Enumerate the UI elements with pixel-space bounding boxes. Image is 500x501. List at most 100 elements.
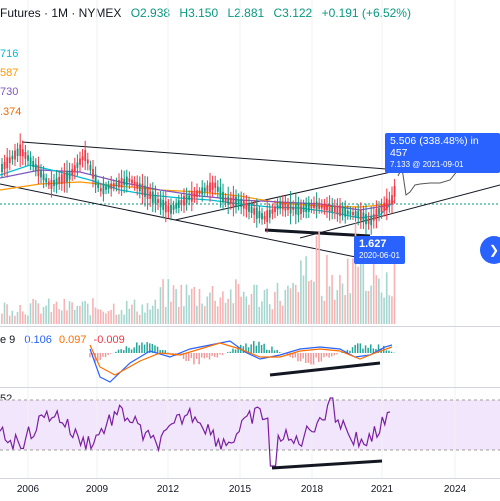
- candle-body: [269, 210, 271, 218]
- volume-bar: [9, 316, 11, 324]
- candle-body: [305, 204, 307, 212]
- candle-body: [61, 174, 63, 184]
- macd-histogram-bar: [250, 344, 252, 353]
- scroll-right-button[interactable]: ❯: [480, 236, 500, 264]
- volume-bar: [324, 301, 326, 324]
- candle-body: [277, 205, 279, 210]
- volume-bar: [326, 255, 328, 324]
- volume-bar: [201, 304, 203, 324]
- low-date: 2020-06-01: [359, 250, 400, 262]
- volume-bar: [58, 309, 60, 324]
- macd-chart[interactable]: [0, 327, 500, 387]
- macd-histogram-bar: [89, 353, 91, 357]
- volume-bar: [290, 288, 292, 324]
- volume-bar: [217, 306, 219, 324]
- candle-body: [344, 207, 346, 216]
- low-price-badge[interactable]: 1.627 2020-06-01: [354, 236, 405, 264]
- volume-bar: [264, 290, 266, 324]
- volume-bar: [259, 307, 261, 324]
- macd-histogram-bar: [128, 348, 130, 353]
- macd-histogram-bar: [388, 351, 390, 353]
- volume-bar: [386, 272, 388, 324]
- candle-body: [235, 197, 237, 206]
- volume-bar: [212, 286, 214, 324]
- candle-body: [69, 171, 71, 180]
- macd-histogram-bar: [123, 350, 125, 353]
- volume-bar: [368, 291, 370, 324]
- rsi-chart[interactable]: [0, 388, 500, 478]
- volume-bar: [181, 285, 183, 324]
- candle-body: [35, 164, 37, 170]
- candle-body: [311, 204, 313, 208]
- volume-bar: [370, 286, 372, 324]
- volume-bar: [131, 305, 133, 324]
- candle-body: [225, 198, 227, 203]
- candle-body: [4, 162, 6, 169]
- candle-body: [324, 204, 326, 210]
- time-axis[interactable]: 2006 2009 2012 2015 2018 2021 2024: [0, 478, 500, 501]
- volume-bar: [64, 299, 66, 324]
- chevron-right-icon: ❯: [489, 243, 499, 257]
- volume-bar: [248, 305, 250, 324]
- tick-2024: 2024: [444, 484, 466, 495]
- volume-bar: [360, 258, 362, 324]
- volume-bar: [313, 282, 315, 324]
- candle-body: [199, 191, 201, 194]
- volume-bar: [331, 275, 333, 324]
- volume-bar: [38, 303, 40, 324]
- volume-bar: [165, 307, 167, 324]
- macd-histogram-bar: [365, 345, 367, 353]
- macd-histogram-bar: [313, 353, 315, 365]
- candle-body: [326, 204, 328, 210]
- volume-bar: [365, 291, 367, 324]
- volume-bar: [139, 315, 141, 324]
- candle-body: [178, 200, 180, 208]
- candle-body: [365, 214, 367, 224]
- volume-bar: [19, 305, 21, 324]
- candle-body: [27, 155, 29, 161]
- volume-bar: [175, 289, 177, 324]
- candle-body: [209, 183, 211, 193]
- candle-body: [129, 178, 131, 182]
- macd-histogram-bar: [295, 353, 297, 357]
- candle-body: [103, 184, 105, 195]
- volume-bar: [129, 309, 131, 324]
- volume-bar: [53, 304, 55, 324]
- macd-histogram-bar: [328, 353, 330, 358]
- candle-body: [201, 187, 203, 194]
- volume-bar: [84, 301, 86, 324]
- macd-histogram-bar: [391, 352, 393, 353]
- volume-bar: [108, 311, 110, 324]
- volume-bar: [188, 295, 190, 324]
- macd-histogram-bar: [110, 353, 112, 354]
- volume-bar: [334, 300, 336, 324]
- volume-bar: [391, 296, 393, 324]
- candle-body: [186, 195, 188, 203]
- candle-body: [82, 156, 84, 160]
- volume-bar: [243, 292, 245, 324]
- volume-bar: [69, 301, 71, 324]
- volume-bar: [144, 313, 146, 324]
- volume-bar: [311, 280, 313, 324]
- volume-bar: [238, 284, 240, 324]
- candle-body: [253, 208, 255, 214]
- candle-body: [123, 179, 125, 185]
- volume-bar: [235, 279, 237, 324]
- volume-bar: [394, 255, 396, 324]
- candle-body: [116, 183, 118, 187]
- candle-body: [92, 169, 94, 178]
- macd-histogram-bar: [279, 352, 281, 353]
- candle-body: [181, 200, 183, 205]
- volume-bar: [40, 314, 42, 324]
- candle-body: [308, 202, 310, 211]
- macd-histogram-bar: [118, 350, 120, 353]
- volume-bar: [178, 307, 180, 324]
- macd-histogram-bar: [141, 342, 143, 353]
- candle-body: [360, 211, 362, 221]
- candle-body: [97, 184, 99, 189]
- measure-badge[interactable]: 5.506 (338.48%) in 457 7.133 @ 2021-09-0…: [385, 133, 500, 173]
- macd-histogram-bar: [222, 353, 224, 355]
- candle-body: [298, 204, 300, 215]
- candle-body: [9, 157, 11, 163]
- volume-bar: [199, 289, 201, 324]
